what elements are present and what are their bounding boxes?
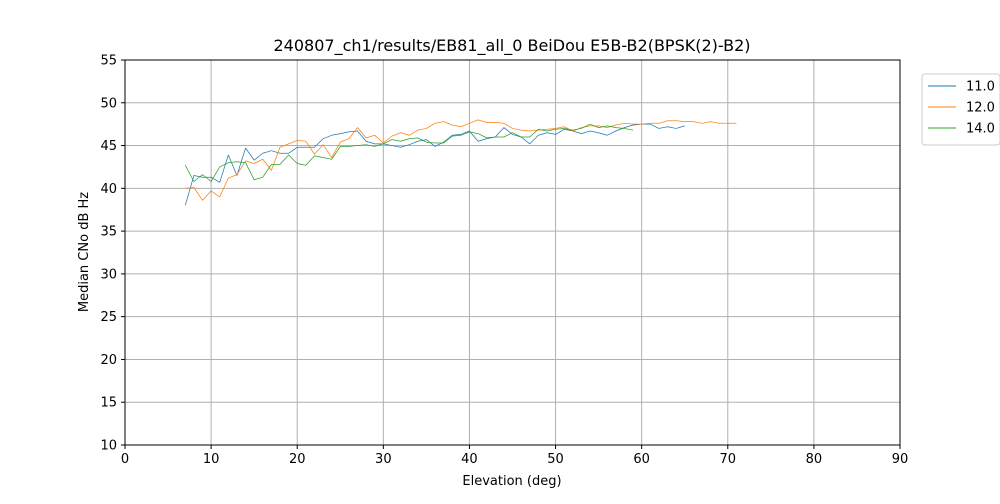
series-line-14.0 [184, 123, 634, 182]
x-tick-label: 50 [547, 452, 564, 467]
chart-title: 240807_ch1/results/EB81_all_0 BeiDou E5B… [274, 36, 751, 56]
x-tick-label: 20 [289, 452, 306, 467]
legend: 11.0 12.0 14.0 [921, 73, 1000, 146]
y-tick-label: 10 [100, 439, 117, 454]
y-axis-label: Median CNo dB Hz [77, 192, 92, 312]
x-tick-label: 0 [121, 452, 129, 467]
x-tick-label: 70 [720, 452, 737, 467]
x-axis-label: Elevation (deg) [462, 474, 561, 489]
series-line-11.0 [184, 123, 685, 206]
y-tick-label: 25 [100, 310, 117, 325]
y-axis: 10 15 20 25 30 35 40 45 50 55 [100, 54, 125, 454]
x-tick-label: 10 [203, 452, 220, 467]
y-tick-label: 55 [100, 54, 117, 69]
y-tick-label: 50 [100, 96, 117, 111]
x-tick-label: 30 [375, 452, 392, 467]
legend-label: 11.0 [966, 80, 995, 95]
y-tick-label: 40 [100, 182, 117, 197]
legend-label: 12.0 [966, 101, 995, 116]
y-tick-label: 30 [100, 267, 117, 282]
legend-box [921, 73, 1000, 146]
legend-label: 14.0 [966, 122, 995, 137]
plot-frame [124, 59, 901, 446]
x-tick-label: 60 [633, 452, 650, 467]
x-tick-label: 90 [892, 452, 909, 467]
series-lines [184, 119, 737, 206]
y-tick-label: 45 [100, 139, 117, 154]
x-tick-label: 80 [806, 452, 823, 467]
x-axis: 0 10 20 30 40 50 60 70 80 90 [121, 445, 908, 467]
x-tick-label: 40 [461, 452, 478, 467]
y-tick-label: 35 [100, 225, 117, 240]
series-line-12.0 [185, 119, 737, 201]
y-tick-label: 15 [100, 396, 117, 411]
y-tick-label: 20 [100, 353, 117, 368]
